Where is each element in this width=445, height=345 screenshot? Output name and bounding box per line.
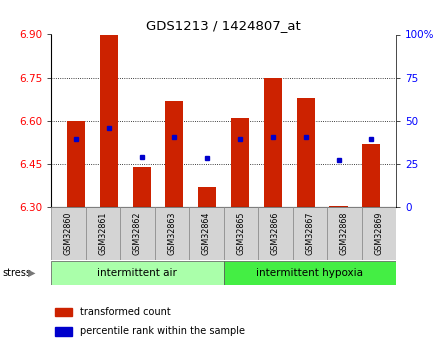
Text: stress: stress [2,268,31,278]
Bar [155,207,189,260]
Text: intermittent hypoxia: intermittent hypoxia [256,268,363,278]
Bar [327,207,362,260]
Text: transformed count: transformed count [81,307,171,317]
Bar [120,207,155,260]
Bar [189,207,224,260]
Text: GSM32861: GSM32861 [98,212,107,255]
Text: GSM32860: GSM32860 [64,212,73,255]
Text: intermittent air: intermittent air [97,268,177,278]
Bar [198,187,216,207]
Bar [264,78,282,207]
Text: GSM32863: GSM32863 [167,212,176,255]
Bar [258,207,293,260]
Text: GSM32867: GSM32867 [305,212,314,256]
Text: GSM32865: GSM32865 [236,212,245,256]
Bar [100,34,118,207]
Bar [362,207,396,260]
Bar [362,144,380,207]
Bar [51,261,224,285]
Bar [224,261,396,285]
Text: GSM32869: GSM32869 [374,212,383,256]
Bar [231,118,249,207]
Text: ▶: ▶ [28,268,35,278]
Bar [67,121,85,207]
Text: GSM32868: GSM32868 [340,212,349,255]
Bar [133,167,150,207]
Text: GSM32862: GSM32862 [133,212,142,256]
Bar [293,207,327,260]
Bar [55,308,72,316]
Text: GSM32864: GSM32864 [202,212,211,255]
Bar [297,98,315,207]
Bar [55,327,72,336]
Title: GDS1213 / 1424807_at: GDS1213 / 1424807_at [146,19,301,32]
Bar [224,207,258,260]
Bar [86,207,120,260]
Bar [51,207,85,260]
Bar [166,101,183,207]
Text: percentile rank within the sample: percentile rank within the sample [81,326,246,336]
Bar [329,206,348,207]
Text: GSM32866: GSM32866 [271,212,280,255]
